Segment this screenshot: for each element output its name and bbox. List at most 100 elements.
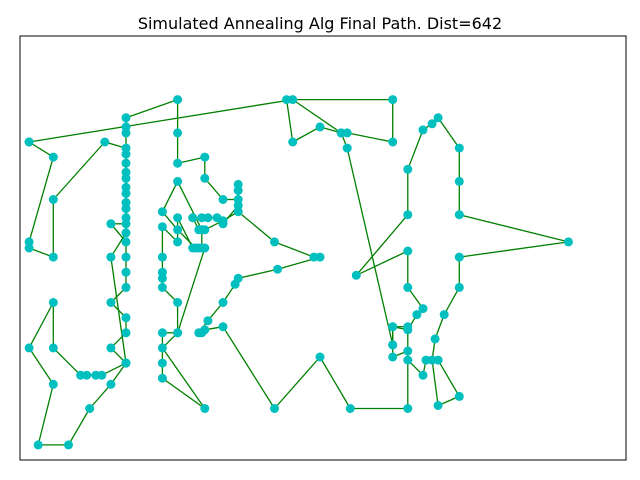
- city-point: [388, 340, 398, 350]
- city-point: [106, 379, 116, 389]
- path-segment: [161, 181, 179, 212]
- city-point: [454, 391, 464, 401]
- city-point: [121, 252, 131, 262]
- path-segment: [292, 126, 321, 143]
- path-segment: [274, 356, 321, 409]
- city-point: [336, 128, 346, 138]
- city-point: [403, 404, 413, 413]
- path-segment: [204, 177, 224, 200]
- city-point: [388, 137, 398, 147]
- city-point: [403, 355, 413, 365]
- path-segment: [292, 99, 342, 134]
- path-segment: [101, 362, 127, 376]
- city-point: [173, 213, 183, 223]
- city-point: [315, 352, 325, 362]
- path-segment: [237, 211, 275, 243]
- city-point: [439, 310, 449, 320]
- city-point: [91, 370, 101, 380]
- city-point: [388, 322, 398, 332]
- city-point: [121, 313, 131, 323]
- city-point: [24, 137, 34, 147]
- city-point: [76, 370, 86, 380]
- path-segment: [28, 98, 293, 143]
- city-point: [200, 404, 210, 413]
- city-point: [433, 113, 443, 123]
- city-point: [48, 379, 58, 389]
- city-point: [157, 273, 167, 283]
- city-point: [233, 207, 243, 217]
- city-point: [100, 137, 110, 147]
- city-point: [157, 282, 167, 292]
- path-segment: [28, 347, 54, 385]
- city-point: [48, 298, 58, 307]
- city-point: [157, 252, 167, 262]
- city-point: [218, 216, 228, 226]
- city-point: [454, 143, 464, 153]
- city-point: [403, 282, 413, 292]
- city-point: [48, 195, 58, 204]
- path-segment: [67, 408, 91, 446]
- city-point: [121, 328, 131, 338]
- path-segment: [52, 141, 106, 200]
- city-point: [188, 213, 198, 223]
- path-segment: [28, 141, 54, 158]
- path-segment: [319, 356, 351, 409]
- city-point: [388, 352, 398, 362]
- path-segment: [356, 250, 409, 276]
- path-segment: [346, 147, 394, 346]
- city-point: [33, 440, 43, 450]
- city-point: [121, 358, 131, 368]
- city-point: [173, 95, 183, 105]
- city-point: [157, 343, 167, 353]
- city-point: [24, 343, 34, 353]
- city-point: [157, 373, 167, 383]
- city-point: [157, 222, 167, 232]
- city-point: [121, 182, 131, 192]
- city-point: [412, 310, 422, 320]
- path-segment: [437, 359, 460, 397]
- city-point: [121, 158, 131, 168]
- path-segment: [52, 347, 82, 376]
- city-point: [273, 264, 283, 274]
- chart-title: Simulated Annealing Alg Final Path. Dist…: [138, 14, 502, 33]
- city-point: [200, 243, 210, 253]
- path-segment: [274, 241, 315, 258]
- city-point: [173, 298, 183, 307]
- city-point: [403, 346, 413, 356]
- city-point: [121, 198, 131, 208]
- city-point: [106, 343, 116, 353]
- city-point: [270, 404, 279, 413]
- path-segment: [28, 156, 54, 243]
- city-point: [200, 152, 210, 162]
- city-markers: [24, 95, 573, 450]
- city-point: [454, 252, 464, 262]
- path-segment: [125, 98, 178, 119]
- city-point: [197, 213, 207, 223]
- city-point: [48, 252, 58, 262]
- city-point: [121, 237, 131, 247]
- city-point: [48, 343, 58, 353]
- city-point: [342, 143, 352, 153]
- city-point: [121, 282, 131, 292]
- city-point: [121, 228, 131, 238]
- city-point: [230, 279, 240, 289]
- path-segment: [110, 232, 127, 258]
- path-segment: [162, 377, 206, 410]
- path-segment: [437, 117, 460, 149]
- city-point: [288, 95, 298, 105]
- city-point: [173, 225, 183, 235]
- city-point: [288, 137, 298, 147]
- city-point: [157, 207, 167, 217]
- city-point: [233, 179, 243, 189]
- city-point: [433, 401, 443, 410]
- path-segment: [459, 214, 569, 243]
- city-point: [388, 95, 398, 105]
- city-point: [24, 243, 34, 253]
- city-point: [121, 113, 131, 123]
- city-point: [157, 328, 167, 338]
- path-segment: [407, 129, 424, 170]
- path-segment: [37, 384, 54, 446]
- city-point: [121, 267, 131, 277]
